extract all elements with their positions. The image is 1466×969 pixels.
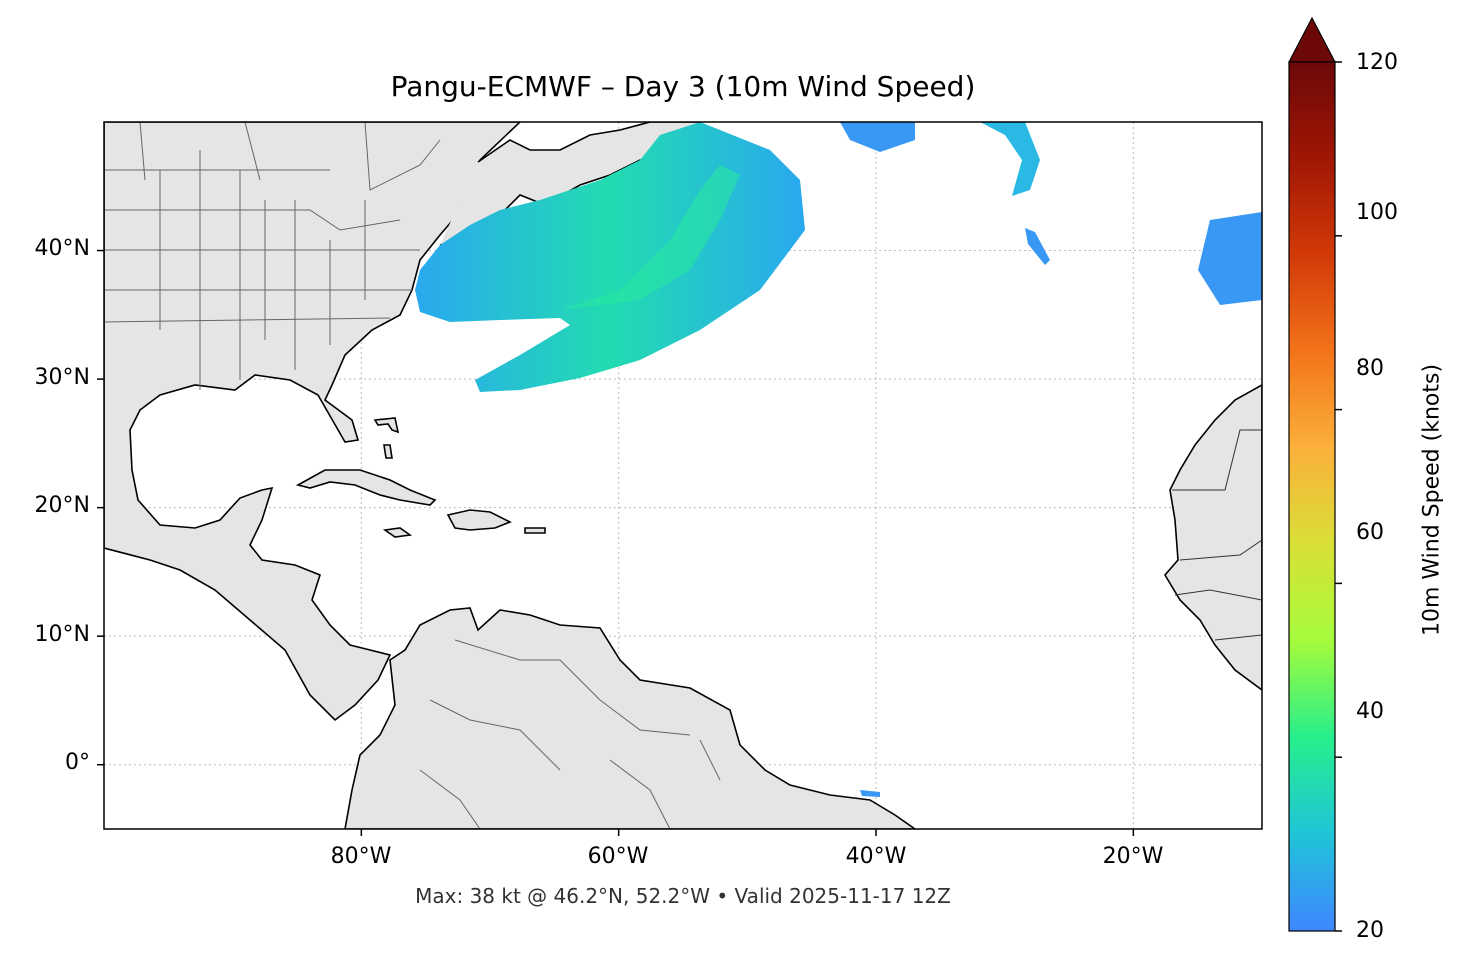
island-puerto-rico (524, 527, 546, 534)
colorbar-tick-label-20: 20 (1356, 918, 1384, 943)
lat-label-30n: 30°N (34, 365, 90, 390)
colorbar-bar (1288, 61, 1336, 932)
africa-borders (1172, 429, 1262, 641)
map-title: Pangu-ECMWF – Day 3 (10m Wind Speed) (390, 70, 976, 103)
wind-patch-south (860, 790, 880, 797)
wind-patch-arc (980, 122, 1040, 196)
colorbar-extend-arrow (1288, 16, 1336, 63)
colorbar-tick-label-80: 80 (1356, 356, 1384, 381)
island-cuba (295, 469, 437, 506)
land-north-america (104, 122, 522, 722)
lon-label-20w: 20°W (1102, 844, 1164, 869)
colorbar (1288, 16, 1342, 932)
footer-caption: Max: 38 kt @ 46.2°N, 52.2°W • Valid 2025… (415, 884, 951, 908)
lat-label-40n: 40°N (34, 236, 90, 261)
lat-label-0: 0° (65, 750, 90, 775)
lon-label-40w: 40°W (845, 844, 907, 869)
colorbar-tick-label-120: 120 (1356, 50, 1398, 75)
wind-patch-north (840, 122, 915, 152)
wind-swath-core (560, 165, 740, 310)
lat-label-20n: 20°N (34, 493, 90, 518)
colorbar-tick-label-40: 40 (1356, 699, 1384, 724)
wind-patch-east (1198, 212, 1262, 305)
colorbar-tick-label-100: 100 (1356, 200, 1398, 225)
colorbar-label: 10m Wind Speed (knots) (1419, 363, 1445, 637)
island-bahamas (373, 417, 400, 459)
gridlines (104, 122, 1262, 829)
lon-label-80w: 80°W (330, 844, 392, 869)
south-america-borders (419, 639, 721, 829)
colorbar-tick-label-60: 60 (1356, 520, 1384, 545)
island-hispaniola (446, 509, 512, 531)
colorbar-ticks (1335, 61, 1342, 932)
wind-patch-small (1025, 228, 1050, 265)
land-south-america (344, 607, 917, 829)
lat-label-10n: 10°N (34, 622, 90, 647)
map-frame (103, 121, 1263, 830)
state-borders (104, 122, 441, 390)
island-jamaica (382, 527, 413, 538)
wind-field (415, 122, 1262, 797)
axis-ticks (97, 249, 1135, 836)
lon-label-60w: 60°W (587, 844, 649, 869)
land-africa (1164, 384, 1262, 691)
